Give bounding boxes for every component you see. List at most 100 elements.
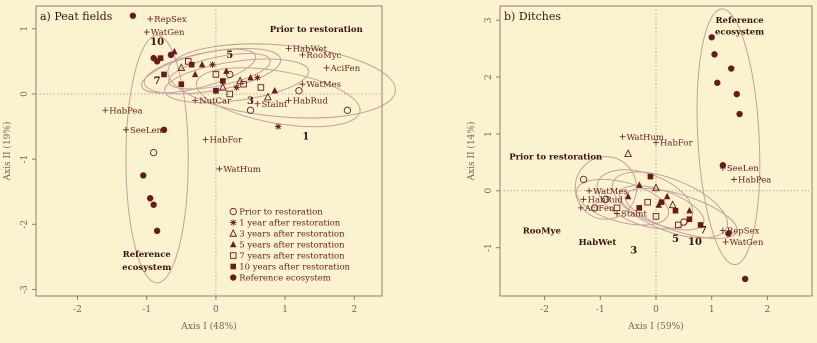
species-marker: [285, 45, 292, 52]
asterisk-point: [233, 84, 240, 91]
filled-square-point: [161, 71, 167, 78]
species-marker: [722, 238, 729, 245]
open-square-point: [644, 198, 651, 206]
filled-square-point: [672, 207, 679, 214]
species-marker: [619, 133, 626, 140]
y-tick-label: 0: [484, 188, 494, 194]
species-label: AciFen: [584, 204, 615, 214]
filled-circle-point: [741, 275, 749, 283]
asterisk-point: [209, 61, 216, 68]
species-marker: [102, 107, 109, 114]
species-label: Stalnt: [621, 210, 647, 220]
filled-triangle-point: [191, 70, 199, 78]
species-marker: [299, 51, 306, 58]
x-tick-label: -2: [73, 305, 82, 315]
confidence-ellipse: [167, 43, 396, 119]
species-marker: [285, 97, 292, 104]
x-tick-label: 1: [709, 305, 715, 315]
open-square-point: [675, 221, 682, 229]
open-circle-point: [295, 87, 303, 95]
filled-circle-point: [728, 65, 735, 72]
confidence-ellipse: [164, 58, 310, 104]
x-tick-label: 0: [653, 305, 659, 315]
x-tick-label: 1: [282, 305, 288, 315]
filled-circle-point: [153, 227, 161, 235]
open-square-point: [212, 71, 220, 78]
species-marker: [254, 100, 261, 107]
species-label: WatGen: [151, 28, 185, 38]
plot-frame: [35, 5, 383, 297]
legend-symbol: [229, 207, 237, 216]
filled-square-point: [220, 78, 226, 84]
x-tick-label: 0: [213, 305, 219, 315]
legend-label: 3 years after restoration: [239, 230, 345, 240]
x-tick-label: 2: [765, 305, 771, 315]
legend-label: Prior to restoration: [239, 208, 323, 218]
filled-square-point: [697, 222, 704, 228]
asterisk-point: [275, 123, 282, 130]
time-label: 7: [700, 225, 707, 236]
x-tick-label: -2: [540, 305, 549, 315]
open-triangle-point: [177, 63, 186, 72]
filled-circle-point: [167, 51, 175, 59]
x-tick-label: -1: [596, 305, 605, 315]
open-square-point: [240, 80, 247, 88]
y-axis-label: Axis II (19%): [2, 122, 13, 182]
species-label: WatGen: [730, 238, 764, 248]
species-label: HabWet: [293, 44, 328, 54]
time-label: 3: [247, 96, 254, 107]
open-square-point: [184, 58, 192, 65]
filled-circle-point: [153, 58, 161, 65]
legend-label: 7 years after restoration: [239, 252, 345, 262]
filled-circle-point: [150, 201, 157, 208]
confidence-ellipse: [141, 48, 257, 94]
species-marker: [299, 81, 306, 88]
filled-circle-point: [708, 34, 715, 41]
open-circle-point: [149, 148, 158, 157]
species-marker: [577, 204, 584, 211]
filled-triangle-point: [636, 181, 643, 188]
legend-symbol: [230, 263, 237, 270]
open-triangle-point: [624, 149, 633, 157]
species-label: HabRud: [293, 96, 329, 106]
filled-triangle-point: [663, 192, 671, 200]
confidence-ellipse: [168, 52, 271, 90]
legend-symbol: [229, 252, 237, 259]
annotation-label: ecosystem: [122, 263, 171, 273]
time-label: 5: [226, 50, 233, 61]
confidence-ellipse: [624, 188, 738, 240]
x-tick-label: 2: [351, 305, 357, 315]
time-label: 7: [154, 76, 161, 87]
confidence-ellipse: [574, 156, 637, 220]
open-circle-point: [602, 195, 610, 203]
time-label: 5: [672, 234, 679, 245]
filled-circle-point: [719, 162, 727, 169]
x-axis-label: Axis I (59%): [627, 321, 683, 332]
y-axis-label: Axis II (14%): [466, 122, 477, 182]
annotation-label: Prior to restoration: [509, 153, 602, 163]
filled-circle-point: [146, 195, 154, 202]
open-square-point: [652, 213, 660, 220]
species-marker: [323, 64, 330, 71]
species-marker: [192, 97, 199, 104]
open-triangle-point: [218, 82, 227, 91]
open-circle-point: [246, 106, 255, 114]
legend-symbol: [229, 228, 238, 237]
filled-square-point: [647, 173, 654, 180]
y-tick-label: 0: [20, 91, 30, 97]
species-marker: [653, 139, 659, 146]
species-label: WatHum: [223, 165, 260, 175]
species-label: HabPea: [109, 106, 142, 116]
confidence-ellipse: [195, 67, 361, 128]
open-square-point: [613, 204, 621, 212]
annotation-label: HabWet: [579, 238, 617, 248]
open-circle-point: [579, 175, 588, 184]
filled-triangle-point: [223, 67, 230, 74]
species-marker: [719, 227, 726, 234]
filled-circle-point: [140, 172, 147, 179]
species-label: RooMyc: [306, 51, 341, 61]
